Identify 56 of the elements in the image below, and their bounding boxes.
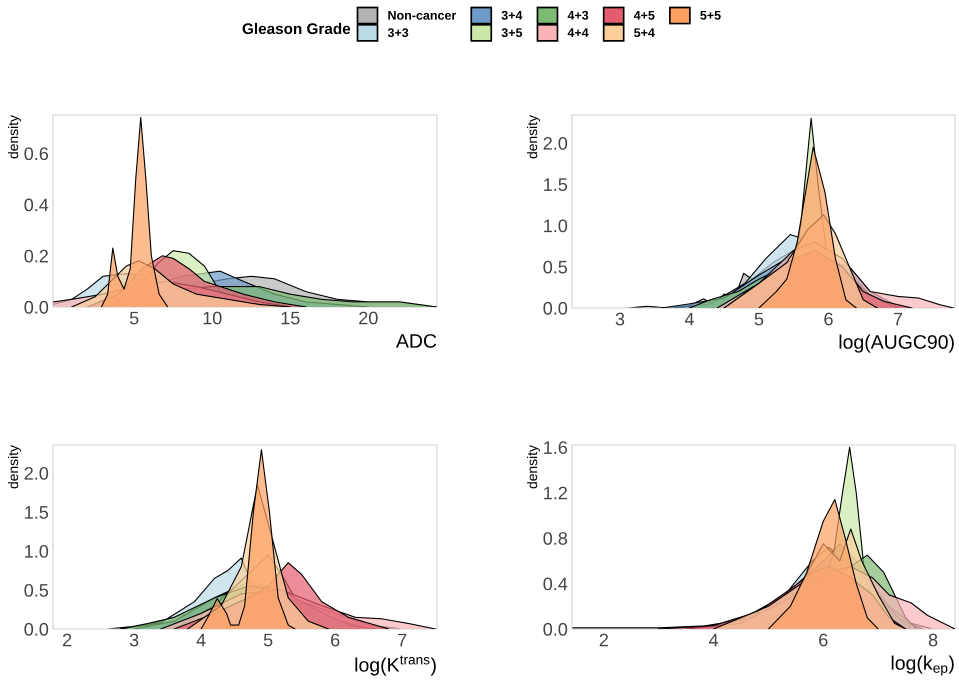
x-tick-label: 5 [754,312,764,326]
y-tick-label: 1.5 [25,506,48,519]
x-tick-label: 4 [708,634,718,646]
legend-title: Gleason Grade [242,22,350,34]
x-tick-label: 2 [62,634,72,646]
x-tick-label: 5 [130,312,138,324]
legend-label: 5+5 [700,11,721,20]
y-axis-title: density [527,115,540,158]
y-axis-title: density [527,445,540,488]
y-tick-label: 1.6 [544,441,568,454]
legend-label: Non-cancer [388,11,456,20]
y-tick-label: 0.6 [24,147,48,160]
y-tick-label: 0.0 [24,300,48,314]
x-axis-title: ADC [396,334,436,348]
legend-label: 5+4 [634,28,655,38]
y-tick-label: 0.2 [24,250,48,263]
x-tick-label: 3 [616,312,624,326]
y-tick-label: 1.5 [544,178,568,191]
x-axis-title: log(AUGC90) [840,334,954,353]
y-axis-title: density [8,445,21,488]
y-tick-label: 0.4 [543,578,568,590]
legend-label: 3+5 [502,28,522,38]
y-tick-label: 0.0 [543,302,568,315]
x-tick-label: 3 [130,634,138,646]
legend-label: 4+4 [568,28,589,37]
x-tick-label: 6 [331,634,340,646]
x-tick-label: 8 [928,634,938,646]
y-tick-label: 0.4 [24,198,48,212]
y-tick-label: 1.0 [25,544,48,558]
x-tick-label: 4 [684,312,694,326]
x-tick-label: 4 [196,634,206,646]
legend-label: 3+4 [502,10,522,20]
x-tick-label: 15 [282,312,300,324]
x-axis-title: log(K$^{trans}$) [355,656,436,676]
y-tick-label: 0.0 [543,622,568,636]
x-tick-label: 7 [398,634,406,646]
x-tick-label: 10 [204,312,222,324]
y-tick-label: 0.5 [543,260,568,274]
y-axis-title: density [8,115,21,158]
x-tick-label: 20 [359,312,378,324]
y-tick-label: 1.0 [544,219,568,232]
y-tick-label: 1.2 [544,486,567,500]
y-tick-label: 0.5 [24,584,48,597]
y-tick-label: 0.8 [543,532,568,545]
x-tick-label: 6 [824,312,833,326]
x-tick-label: 2 [600,634,608,646]
legend-label: 3+3 [388,28,408,38]
y-tick-label: 2.0 [544,136,568,150]
x-tick-label: 6 [819,634,828,646]
legend-label: 4+3 [568,10,588,20]
legend-label: 4+5 [634,11,655,20]
y-tick-label: 2.0 [24,467,48,480]
x-tick-label: 5 [264,634,272,646]
x-tick-label: 7 [894,312,902,326]
x-axis-title: log(k$_{ep}$) [892,656,954,676]
y-tick-label: 0.0 [24,622,48,636]
